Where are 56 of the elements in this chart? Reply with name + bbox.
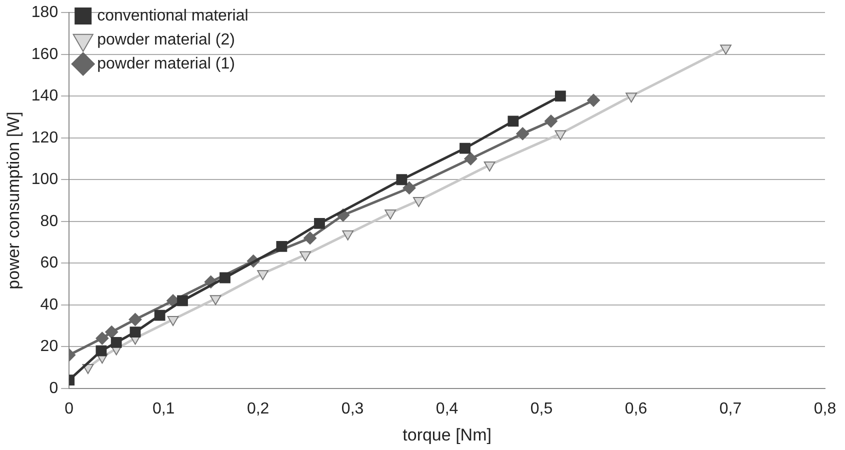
- point: [342, 230, 354, 240]
- y-tick-label: 100: [31, 171, 58, 188]
- x-tick-label: 0,2: [246, 400, 270, 418]
- x-axis-title: torque [Nm]: [402, 425, 492, 444]
- point: [554, 90, 566, 102]
- point: [130, 326, 141, 338]
- point: [300, 251, 312, 262]
- point: [276, 240, 288, 252]
- y-tick-label: 160: [31, 46, 58, 63]
- y-tick-label: 60: [40, 254, 58, 272]
- point: [105, 326, 118, 339]
- y-axis-title: power consumption [W]: [4, 112, 23, 290]
- point: [554, 130, 566, 140]
- x-tick-label: 0,8: [814, 400, 836, 418]
- point: [210, 295, 222, 306]
- legend-label: conventional material: [97, 7, 248, 24]
- point: [402, 181, 416, 194]
- point: [384, 210, 396, 220]
- x-tick-label: 0,3: [341, 400, 364, 418]
- point: [544, 114, 558, 128]
- x-tick-label: 0,6: [624, 400, 648, 418]
- x-tick-label: 0: [64, 400, 74, 418]
- point: [177, 295, 188, 306]
- point: [396, 174, 408, 186]
- y-tick-label: 40: [40, 296, 58, 314]
- legend-label: powder material (1): [97, 55, 235, 72]
- point: [96, 332, 109, 345]
- point: [314, 218, 325, 229]
- point: [110, 337, 122, 348]
- point: [587, 94, 600, 107]
- point: [508, 116, 519, 127]
- point: [626, 92, 637, 103]
- point: [484, 162, 496, 172]
- point: [167, 316, 179, 326]
- x-tick-label: 0,7: [719, 400, 742, 418]
- y-tick-label: 180: [31, 4, 58, 22]
- x-tick-label: 0,5: [530, 400, 553, 418]
- legend-label: powder material (2): [97, 31, 235, 48]
- y-tick-label: 20: [40, 338, 58, 356]
- point: [304, 232, 317, 245]
- x-tick-label: 0,1: [152, 400, 175, 418]
- x-tick-label: 0,4: [436, 400, 458, 418]
- point: [257, 270, 268, 280]
- point: [464, 152, 478, 166]
- y-tick-label: 0: [49, 380, 58, 397]
- y-tick-label: 80: [40, 212, 58, 230]
- y-tick-label: 120: [31, 129, 58, 146]
- point: [96, 345, 107, 356]
- point: [516, 127, 530, 140]
- point: [720, 44, 732, 55]
- point: [154, 310, 166, 321]
- point: [460, 142, 470, 154]
- point: [128, 313, 142, 326]
- y-tick-label: 140: [31, 88, 58, 105]
- point: [413, 197, 424, 207]
- point: [220, 272, 230, 284]
